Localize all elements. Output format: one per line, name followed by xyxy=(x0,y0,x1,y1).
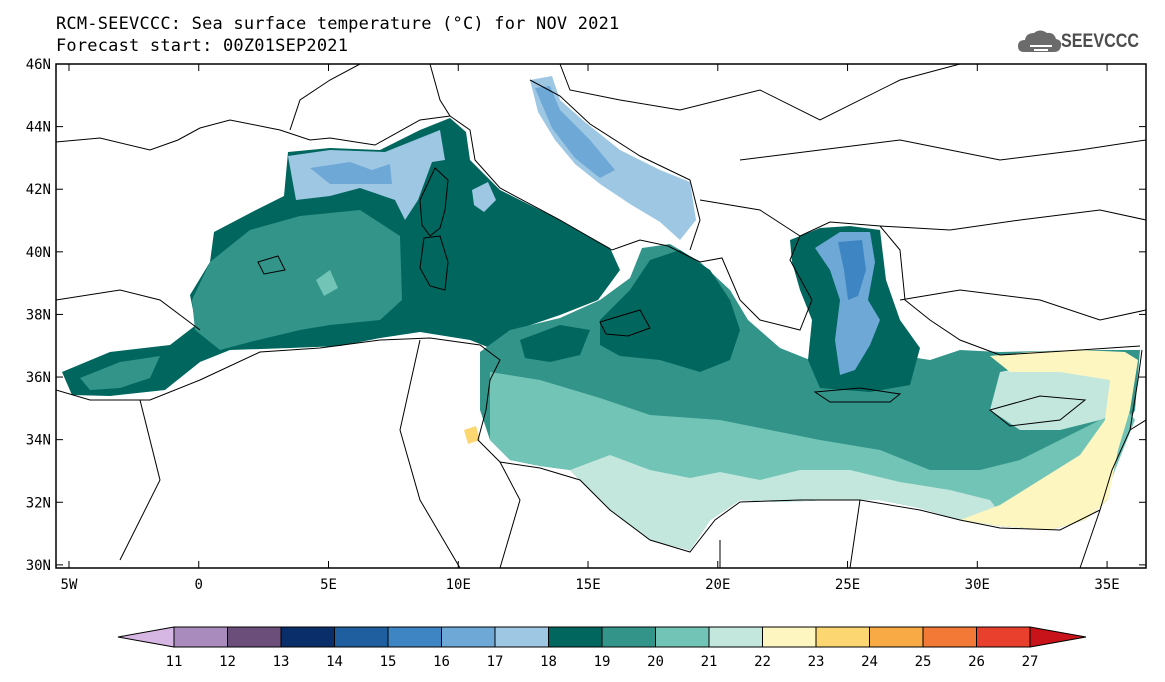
colorbar-swatch xyxy=(334,626,389,648)
lon-tick-label: 0 xyxy=(195,577,203,593)
colorbar-label: 22 xyxy=(754,654,771,670)
colorbar-swatch xyxy=(815,626,870,648)
sardinia-west-warm xyxy=(316,270,338,296)
colorbar-label: 25 xyxy=(915,654,932,670)
colorbar-swatch xyxy=(869,626,924,648)
lon-tick-label: 5W xyxy=(61,577,78,593)
colorbar-swatch xyxy=(173,626,228,648)
logo-text: SEEVCCC xyxy=(1061,31,1140,52)
ligurian-cool xyxy=(310,162,392,184)
lon-tick-label: 35E xyxy=(1094,577,1119,593)
lon-tick-label: 15E xyxy=(575,577,600,593)
sirte-gulf-warm xyxy=(570,455,1010,550)
tunisian-shelf xyxy=(520,325,590,362)
colorbar-label: 12 xyxy=(219,654,236,670)
lat-tick-label: 32N xyxy=(26,495,51,511)
colorbar-swatch xyxy=(280,626,335,648)
coastlines xyxy=(56,64,1146,568)
colorbar-label: 11 xyxy=(166,654,183,670)
levantine-warm xyxy=(960,350,1138,530)
lat-tick-label: 34N xyxy=(26,433,51,449)
adriatic xyxy=(530,76,696,240)
colorbar-swatch xyxy=(922,626,977,648)
colorbar-label: 23 xyxy=(808,654,825,670)
sst-field xyxy=(62,76,1140,550)
colorbar-swatch xyxy=(762,626,817,648)
colorbar-label: 24 xyxy=(861,654,878,670)
levantine-mid xyxy=(880,392,975,470)
aegean-coldest xyxy=(838,240,866,300)
colorbar-high-extend xyxy=(1029,626,1087,648)
alboran-warm xyxy=(80,356,160,390)
colorbar: 11 12 13 14 15 16 17 18 19 20 21 22 23 24 25 26 27 xyxy=(117,626,1087,670)
lon-tick-label: 10E xyxy=(446,577,471,593)
coastal-warm-spot xyxy=(464,426,480,444)
lon-tick-label: 30E xyxy=(965,577,990,593)
ionian-core xyxy=(600,250,740,372)
lat-tick-label: 44N xyxy=(26,120,51,136)
colorbar-label: 15 xyxy=(380,654,397,670)
colorbar-label: 14 xyxy=(326,654,343,670)
colorbar-swatch xyxy=(227,626,282,648)
colorbar-swatch xyxy=(601,626,656,648)
colorbar-swatch xyxy=(655,626,710,648)
colorbar-label: 26 xyxy=(968,654,985,670)
lat-tick-label: 36N xyxy=(26,370,51,386)
tyrrhenian-cool xyxy=(472,182,496,212)
map-title: RCM-SEEVCCC: Sea surface temperature (°C… xyxy=(56,14,620,34)
forecast-start-label: Forecast start: 00Z01SEP2021 xyxy=(56,36,349,56)
adriatic-cold xyxy=(535,86,615,178)
colorbar-label: 21 xyxy=(701,654,718,670)
lon-tick-label: 20E xyxy=(705,577,730,593)
colorbar-swatch xyxy=(548,626,603,648)
colorbar-label: 16 xyxy=(433,654,450,670)
lat-tick-label: 40N xyxy=(26,245,51,261)
colorbar-label: 20 xyxy=(647,654,664,670)
colorbar-swatch xyxy=(494,626,549,648)
colorbar-swatch xyxy=(976,626,1031,648)
colorbar-swatch xyxy=(441,626,496,648)
lon-tick-label: 5E xyxy=(320,577,337,593)
cloud-icon xyxy=(1018,30,1062,52)
balearic-warm xyxy=(192,210,402,350)
lat-tick-label: 30N xyxy=(26,558,51,574)
lon-tick-label: 25E xyxy=(835,577,860,593)
colorbar-label: 18 xyxy=(540,654,557,670)
colorbar-label: 19 xyxy=(594,654,611,670)
lat-tick-label: 42N xyxy=(26,182,51,198)
colorbar-low-extend xyxy=(117,626,175,648)
lat-tick-label: 46N xyxy=(26,57,51,73)
map-frame xyxy=(55,63,1147,569)
longitude-axis: 5W 0 5E 10E 15E 20E 25E 30E 35E xyxy=(61,64,1120,593)
colorbar-swatch xyxy=(387,626,442,648)
colorbar-label: 13 xyxy=(273,654,290,670)
lat-tick-label: 38N xyxy=(26,307,51,323)
colorbar-label: 17 xyxy=(487,654,504,670)
colorbar-label: 27 xyxy=(1022,654,1039,670)
colorbar-swatch xyxy=(708,626,763,648)
latitude-axis: 46N 44N 42N 40N 38N 36N 34N 32N 30N xyxy=(26,57,1146,574)
